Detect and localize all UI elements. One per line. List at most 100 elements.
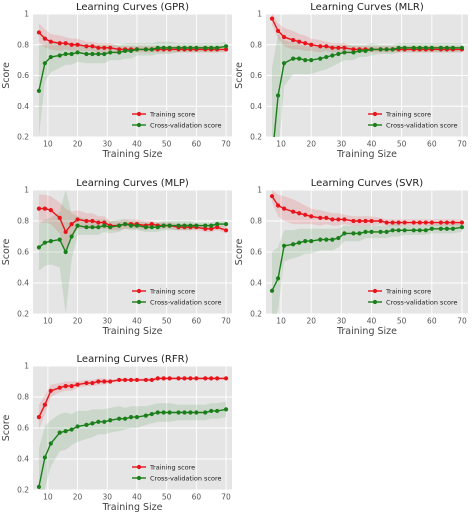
cv-point	[357, 48, 362, 54]
cv-point	[223, 44, 229, 49]
legend: Training score Cross-validation score	[132, 463, 222, 482]
cv-point	[281, 61, 287, 66]
cv-point	[84, 51, 89, 57]
cv-point	[423, 45, 428, 50]
cv-point	[108, 418, 113, 423]
chart-panel-mlp: 0.2 0.4 0.6 0.8 1 10 20 30 40 50 60 70 Learning Curv…	[1, 178, 232, 337]
training-point	[63, 229, 68, 234]
cv-point	[396, 45, 401, 50]
cv-point	[122, 222, 128, 227]
x-tick-label: 50	[162, 317, 172, 326]
cv-point	[411, 228, 416, 233]
x-tick-label: 70	[457, 317, 467, 326]
cv-point	[351, 50, 356, 55]
cv-point	[203, 410, 208, 415]
cv-point	[275, 93, 281, 98]
training-point	[330, 217, 335, 222]
training-point	[108, 45, 113, 50]
cv-point	[96, 51, 101, 57]
y-axis-label: Score	[1, 239, 12, 266]
cv-point	[176, 45, 181, 50]
cv-legend-marker	[136, 122, 142, 128]
x-tick-label: 60	[427, 317, 437, 326]
training-point	[182, 376, 187, 381]
y-tick-label: 0.8	[17, 393, 29, 402]
y-tick-label: 0.4	[17, 279, 29, 288]
cv-point	[57, 430, 62, 435]
training-point	[324, 215, 329, 220]
training-point	[117, 47, 122, 52]
cv-point	[176, 410, 181, 415]
training-point	[42, 402, 47, 407]
cv-point	[194, 223, 199, 228]
x-tick-label: 10	[43, 493, 53, 502]
cv-point	[297, 240, 302, 245]
y-tick-label: 1	[257, 10, 262, 19]
training-legend-marker	[136, 288, 142, 294]
training-point	[417, 220, 422, 225]
cv-point	[176, 223, 181, 228]
y-tick-label: 0.8	[17, 40, 29, 49]
training-point	[351, 218, 356, 224]
training-legend-marker	[372, 288, 378, 294]
cv-point	[102, 51, 107, 57]
x-tick-label: 60	[427, 140, 437, 149]
x-tick-label: 10	[276, 317, 286, 326]
training-point	[161, 376, 166, 381]
x-tick-label: 70	[457, 140, 467, 149]
training-point	[69, 42, 74, 47]
y-axis-label: Score	[1, 415, 12, 442]
y-tick-label: 0.8	[17, 217, 29, 226]
legend: Training score Cross-validation score	[132, 287, 222, 306]
training-point	[176, 376, 181, 381]
cv-point	[342, 50, 347, 55]
training-point	[297, 211, 302, 216]
cv-legend-label: Cross-validation score	[386, 298, 458, 306]
cv-point	[423, 228, 428, 233]
cv-point	[390, 47, 395, 52]
training-point	[102, 45, 107, 50]
cv-point	[384, 229, 389, 234]
cv-point	[318, 237, 323, 242]
y-tick-label: 1	[24, 362, 29, 371]
training-point	[303, 212, 308, 217]
cv-point	[182, 45, 187, 50]
x-tick-label: 60	[192, 317, 202, 326]
cv-point	[48, 54, 53, 60]
y-tick-label: 0.6	[250, 248, 262, 257]
training-point	[223, 228, 229, 233]
chart-panel-gpr: 0.2 0.4 0.6 0.8 1 10 20 30 40 50 60 70 Learning Curv…	[1, 2, 232, 160]
training-point	[291, 209, 296, 214]
training-point	[318, 215, 323, 220]
cv-point	[444, 45, 449, 50]
training-point	[63, 384, 68, 389]
cv-point	[269, 288, 275, 293]
training-point	[96, 379, 101, 384]
cv-point	[155, 45, 160, 50]
training-point	[336, 217, 341, 222]
training-point	[84, 44, 89, 49]
cv-point	[450, 45, 456, 50]
training-point	[134, 377, 140, 383]
training-point	[438, 220, 443, 225]
training-point	[318, 44, 323, 49]
cv-point	[108, 225, 113, 230]
cv-point	[369, 47, 374, 52]
cv-legend-label: Cross-validation score	[150, 298, 222, 306]
chart-title: Learning Curves (GPR)	[76, 2, 189, 13]
x-axis-label: Training Size	[336, 149, 397, 160]
training-point	[36, 415, 42, 420]
training-point	[42, 36, 47, 41]
cv-point	[203, 223, 208, 228]
cv-std-band	[38, 41, 227, 137]
training-point	[36, 30, 42, 35]
training-point	[459, 220, 465, 225]
x-tick-label: 30	[102, 493, 112, 502]
y-tick-label: 0.4	[17, 455, 29, 464]
cv-point	[161, 410, 166, 415]
training-point	[209, 226, 214, 231]
cv-point	[351, 231, 356, 236]
cv-point	[149, 47, 154, 52]
x-tick-label: 40	[132, 140, 142, 149]
